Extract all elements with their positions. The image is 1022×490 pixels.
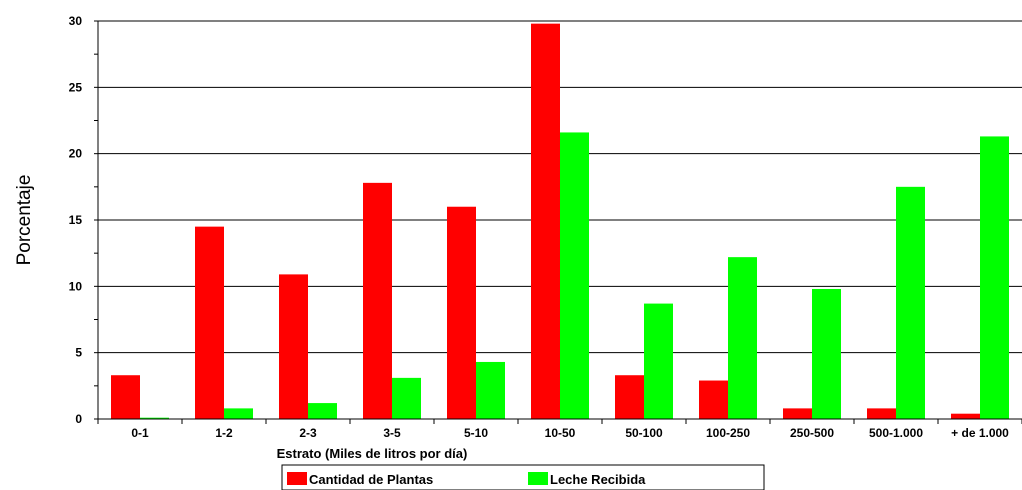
legend-label-cantidad-de-plantas: Cantidad de Plantas — [309, 472, 433, 487]
legend-box — [281, 464, 765, 490]
bar-cantidad-de-plantas — [615, 375, 644, 419]
bar-leche-recibida — [224, 408, 253, 419]
x-tick-label: 50-100 — [625, 426, 663, 440]
bar-cantidad-de-plantas — [279, 274, 308, 419]
bar-leche-recibida — [308, 403, 337, 419]
bar-cantidad-de-plantas — [867, 408, 896, 419]
bar-leche-recibida — [476, 361, 505, 419]
bar-cantidad-de-plantas — [195, 226, 224, 419]
bar-leche-recibida — [560, 132, 589, 419]
bar-leche-recibida — [728, 257, 757, 419]
legend-swatch-cantidad-de-plantas — [287, 472, 307, 485]
x-tick-label: 500-1.000 — [869, 426, 923, 440]
bar-cantidad-de-plantas — [699, 380, 728, 419]
y-tick-label: 0 — [75, 412, 82, 426]
y-tick-label: 15 — [69, 213, 83, 227]
x-tick-label: 2-3 — [299, 426, 317, 440]
x-axis-label: Estrato (Miles de litros por día) — [277, 446, 468, 461]
y-tick-label: 5 — [75, 346, 82, 360]
bar-cantidad-de-plantas — [531, 23, 560, 420]
legend-swatch-leche-recibida — [528, 472, 548, 485]
axes — [94, 20, 1022, 424]
bar-cantidad-de-plantas — [447, 206, 476, 419]
bar-leche-recibida — [980, 136, 1009, 420]
bars — [111, 23, 1009, 420]
bar-cantidad-de-plantas — [363, 182, 392, 419]
bar-leche-recibida — [140, 417, 169, 419]
y-tick-label: 10 — [69, 279, 83, 293]
x-tick-label: 10-50 — [545, 426, 576, 440]
y-axis-label: Porcentaje — [14, 175, 35, 266]
x-tick-label: 3-5 — [383, 426, 401, 440]
bar-cantidad-de-plantas — [111, 375, 140, 419]
y-tick-label: 30 — [69, 14, 83, 28]
y-tick-labels: 0 5 10 15 20 25 30 — [69, 14, 83, 426]
bar-leche-recibida — [392, 377, 421, 419]
bar-cantidad-de-plantas — [783, 408, 812, 419]
x-tick-label: 5-10 — [464, 426, 488, 440]
bar-leche-recibida — [812, 288, 841, 419]
bar-leche-recibida — [644, 303, 673, 419]
y-tick-label: 20 — [69, 147, 83, 161]
x-tick-label: 250-500 — [790, 426, 834, 440]
x-tick-label: + de 1.000 — [951, 426, 1009, 440]
bar-leche-recibida — [896, 186, 925, 419]
x-tick-label: 1-2 — [215, 426, 233, 440]
x-tick-label: 100-250 — [706, 426, 750, 440]
y-tick-label: 25 — [69, 80, 83, 94]
x-tick-labels: 0-1 1-2 2-3 3-5 5-10 10-50 50-100 100-250 250-50… — [131, 426, 1009, 440]
legend: Cantidad de Plantas Leche Recibida — [281, 464, 765, 490]
bar-cantidad-de-plantas — [951, 413, 980, 419]
x-tick-label: 0-1 — [131, 426, 149, 440]
legend-label-leche-recibida: Leche Recibida — [550, 472, 646, 487]
